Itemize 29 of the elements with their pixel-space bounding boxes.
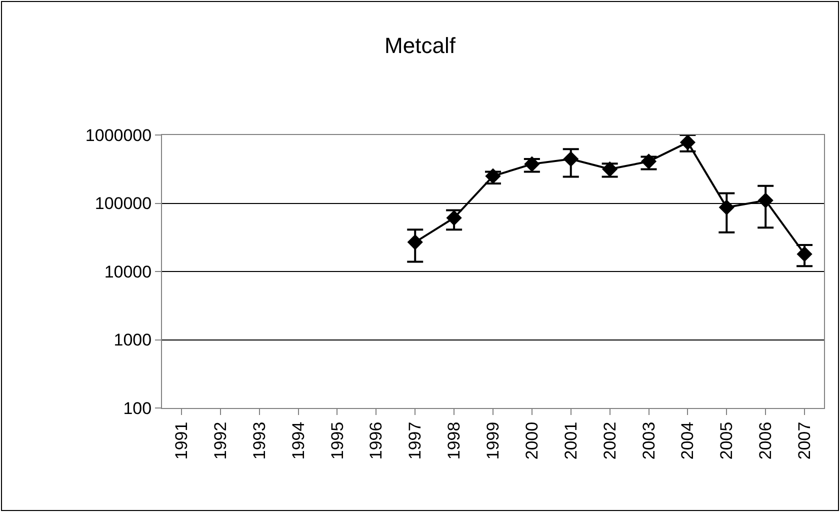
x-tick-label: 1997 <box>406 422 425 460</box>
x-tick-label: 1999 <box>484 422 503 460</box>
x-tick-label: 2004 <box>678 422 698 460</box>
point <box>446 210 462 226</box>
x-tick-label: 1993 <box>250 422 269 460</box>
x-tick-label: 1994 <box>288 422 308 460</box>
point <box>796 246 812 262</box>
y-tick-label: 1000 <box>114 330 152 350</box>
y-tick-label: 10000 <box>104 262 152 282</box>
x-tick-label: 1992 <box>210 422 230 460</box>
x-tick-label: 2000 <box>522 422 542 460</box>
y-tick-label: 1000000 <box>85 126 152 145</box>
x-tick-label: 1995 <box>328 422 347 460</box>
point <box>407 234 423 250</box>
x-tick-label: 2007 <box>795 422 814 460</box>
y-tick-label: 100 <box>123 398 152 418</box>
x-tick-label: 2003 <box>639 422 658 460</box>
y-tick-label: 100000 <box>94 194 152 214</box>
x-tick-label: 2005 <box>717 422 736 460</box>
x-tick-label: 2002 <box>600 422 620 460</box>
x-tick-label: 1996 <box>366 422 386 460</box>
chart-title: Metcalf <box>384 32 456 58</box>
point <box>718 200 734 216</box>
x-tick-label: 1991 <box>172 422 191 460</box>
x-tick-label: 1998 <box>444 422 464 460</box>
x-tick-label: 2001 <box>561 422 580 460</box>
point <box>563 151 579 167</box>
point <box>758 192 774 208</box>
x-tick-label: 2006 <box>756 422 776 460</box>
